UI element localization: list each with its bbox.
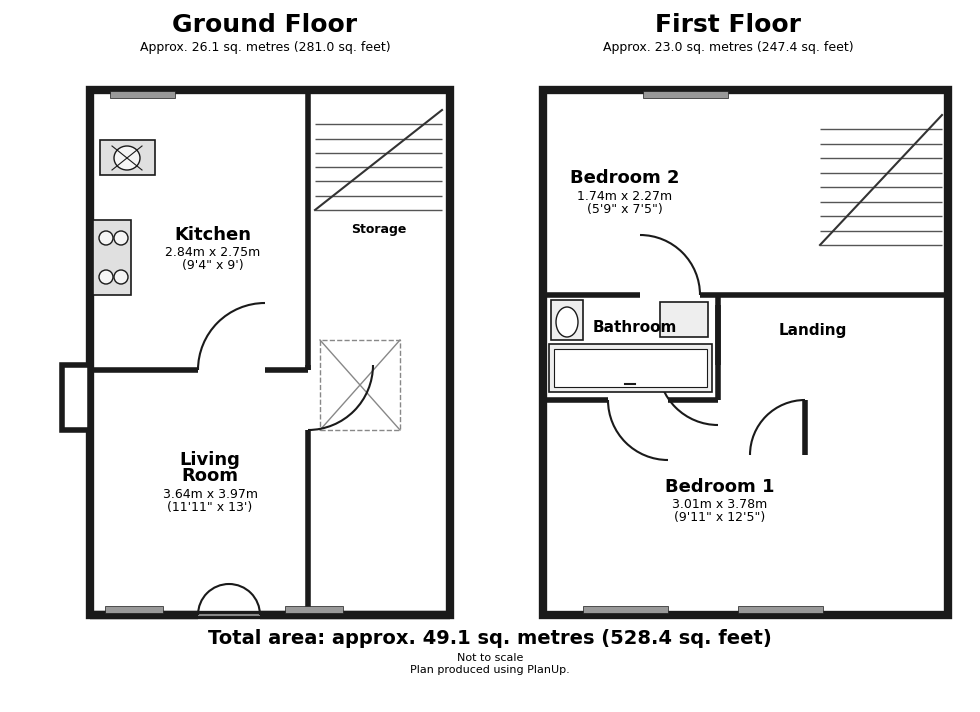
Text: (9'11" x 12'5"): (9'11" x 12'5"): [674, 511, 765, 525]
Bar: [554, 349, 707, 387]
Text: Room: Room: [181, 467, 238, 485]
Text: Ground Floor: Ground Floor: [172, 13, 358, 37]
Text: (11'11" x 13'): (11'11" x 13'): [168, 501, 253, 513]
Bar: [308, 90, 450, 370]
Text: Living: Living: [179, 451, 240, 469]
Text: (9'4" x 9'): (9'4" x 9'): [182, 259, 244, 273]
Text: First Floor: First Floor: [655, 13, 801, 37]
Text: 1.74m x 2.27m: 1.74m x 2.27m: [577, 189, 672, 202]
Text: 3.64m x 3.97m: 3.64m x 3.97m: [163, 488, 258, 501]
Text: Total area: approx. 49.1 sq. metres (528.4 sq. feet): Total area: approx. 49.1 sq. metres (528…: [208, 629, 772, 647]
Text: NP: NP: [271, 407, 428, 503]
Bar: [100, 140, 155, 175]
Bar: [583, 606, 668, 613]
Text: Approx. 23.0 sq. metres (247.4 sq. feet): Approx. 23.0 sq. metres (247.4 sq. feet): [603, 41, 854, 55]
Bar: [93, 220, 131, 295]
Bar: [551, 300, 583, 340]
Text: Kitchen: Kitchen: [174, 226, 252, 244]
Bar: [90, 90, 450, 615]
Bar: [320, 340, 400, 430]
Text: Not to scale: Not to scale: [457, 653, 523, 663]
Circle shape: [99, 231, 113, 245]
Text: (5'9" x 7'5"): (5'9" x 7'5"): [587, 204, 662, 216]
Bar: [643, 91, 728, 98]
Text: NEXT PLACE: NEXT PLACE: [288, 486, 412, 504]
Bar: [549, 344, 712, 392]
Text: 3.01m x 3.78m: 3.01m x 3.78m: [672, 498, 767, 511]
Text: Approx. 26.1 sq. metres (281.0 sq. feet): Approx. 26.1 sq. metres (281.0 sq. feet): [140, 41, 390, 55]
Text: Storage: Storage: [351, 224, 407, 236]
Bar: [110, 91, 175, 98]
Text: 2.84m x 2.75m: 2.84m x 2.75m: [166, 246, 261, 259]
Text: Bathroom: Bathroom: [593, 320, 677, 335]
Circle shape: [114, 231, 128, 245]
Text: Bedroom 1: Bedroom 1: [665, 478, 775, 496]
Ellipse shape: [114, 146, 140, 170]
Text: Bedroom 2: Bedroom 2: [570, 169, 680, 187]
Bar: [660, 302, 708, 337]
Bar: [543, 90, 948, 615]
Bar: [738, 606, 823, 613]
Bar: [62, 365, 90, 430]
Circle shape: [99, 270, 113, 284]
Ellipse shape: [556, 307, 578, 337]
Bar: [105, 606, 163, 613]
Text: Plan produced using PlanUp.: Plan produced using PlanUp.: [410, 665, 570, 675]
Bar: [285, 606, 343, 613]
Text: Landing: Landing: [779, 323, 847, 337]
Circle shape: [114, 270, 128, 284]
